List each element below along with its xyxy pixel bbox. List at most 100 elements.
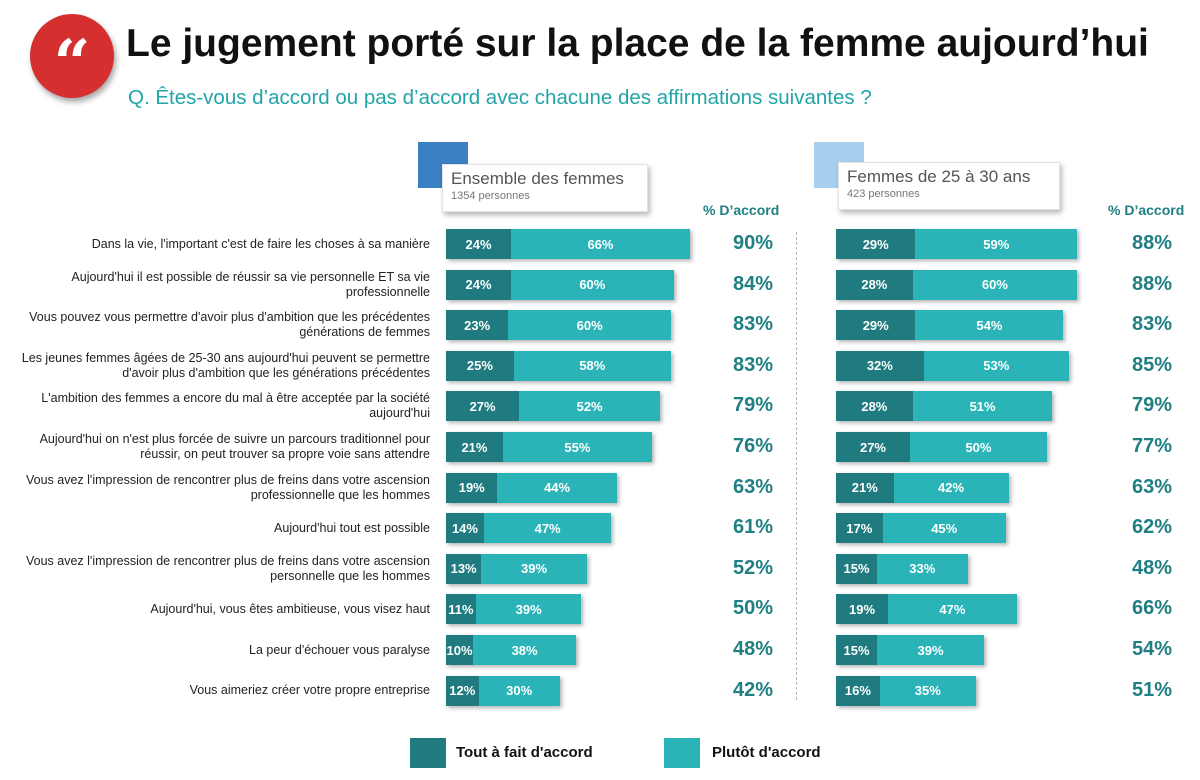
bar-segment-tout: 15%	[836, 553, 878, 584]
bar-segment-plutot: 39%	[475, 594, 582, 625]
row-label: Aujourd'hui, vous êtes ambitieuse, vous …	[150, 601, 430, 616]
legend-swatch-tout	[410, 738, 446, 768]
total-value-panel-2: 85%	[1131, 353, 1172, 376]
bar-panel-1: 23% 60%	[446, 310, 671, 341]
bar-panel-1: 25% 58%	[446, 350, 671, 381]
total-value-panel-2: 77%	[1131, 435, 1172, 457]
total-value-panel-1: 63%	[732, 475, 773, 498]
total-value-panel-2: 51%	[1131, 678, 1172, 701]
quote-badge: “	[30, 14, 114, 101]
bar-segment-plutot: 66%	[511, 229, 690, 259]
bar-segment-plutot: 44%	[497, 472, 617, 503]
bar-segment-plutot: 58%	[513, 350, 671, 381]
total-value-panel-1: 50%	[732, 597, 773, 620]
total-value-panel-1: 48%	[732, 638, 773, 660]
bar-segment-plutot: 60%	[508, 310, 671, 341]
total-value-panel-2: 63%	[1131, 475, 1172, 498]
bar-panel-2: 27% 50%	[836, 432, 1047, 462]
bar-segment-tout: 32%	[836, 350, 924, 381]
bar-segment-plutot: 47%	[483, 513, 612, 544]
bar-segment-tout: 23%	[446, 310, 509, 341]
bar-segment-tout: 17%	[836, 513, 883, 544]
bar-segment-tout: 21%	[446, 432, 503, 462]
legend-label-tout: Tout à fait d'accord	[456, 744, 593, 761]
bar-segment-plutot: 60%	[511, 269, 674, 300]
bar-panel-2: 15% 39%	[836, 635, 984, 665]
bar-panel-2: 29% 59%	[836, 229, 1078, 259]
panel-2-count: 423 personnes	[847, 188, 920, 200]
row-label: Les jeunes femmes âgées de 25-30 ans auj…	[21, 350, 430, 380]
bar-segment-tout: 11%	[446, 594, 476, 625]
bar-segment-plutot: 39%	[877, 635, 984, 665]
bar-segment-tout: 24%	[446, 269, 512, 300]
bar-segment-plutot: 59%	[915, 229, 1078, 259]
quote-glyph: “	[53, 26, 91, 101]
bar-panel-1: 11% 39%	[446, 594, 582, 625]
bar-panel-1: 12% 30%	[446, 675, 560, 706]
row-label: Vous aimeriez créer votre propre entrepr…	[189, 683, 430, 698]
row-label: Vous avez l'impression de rencontrer plu…	[26, 472, 430, 502]
row-label: La peur d'échouer vous paralyse	[249, 642, 430, 657]
panel-2-name: Femmes de 25 à 30 ans	[847, 167, 1031, 186]
bar-segment-tout: 27%	[836, 432, 910, 462]
bar-segment-plutot: 52%	[519, 391, 661, 422]
total-value-panel-1: 83%	[732, 313, 773, 336]
row-label: Vous avez l'impression de rencontrer plu…	[26, 553, 430, 583]
bar-segment-plutot: 35%	[879, 675, 976, 706]
bar-segment-plutot: 51%	[912, 391, 1053, 422]
bar-panel-2: 15% 33%	[836, 553, 968, 584]
bar-panel-2: 21% 42%	[836, 472, 1009, 503]
total-value-panel-1: 61%	[732, 516, 773, 539]
bar-segment-tout: 28%	[836, 391, 913, 422]
panel-1-name: Ensemble des femmes	[451, 169, 624, 188]
bar-segment-tout: 28%	[836, 269, 913, 300]
bar-panel-2: 28% 60%	[836, 269, 1078, 300]
bar-segment-plutot: 60%	[912, 269, 1078, 300]
total-value-panel-1: 83%	[732, 353, 773, 376]
bar-segment-plutot: 55%	[502, 432, 652, 462]
bar-panel-1: 19% 44%	[446, 472, 617, 503]
bar-segment-tout: 19%	[446, 472, 498, 503]
total-value-panel-2: 62%	[1131, 516, 1172, 539]
panel-1-header: Ensemble des femmes 1354 personnes	[442, 164, 648, 212]
bar-segment-plutot: 39%	[481, 553, 587, 584]
bar-panel-1: 13% 39%	[446, 553, 587, 584]
total-value-panel-2: 66%	[1131, 597, 1172, 620]
bar-panel-2: 19% 47%	[836, 594, 1017, 625]
row-label: L'ambition des femmes a encore du mal à …	[41, 391, 430, 421]
bar-segment-plutot: 54%	[915, 310, 1064, 341]
total-value-panel-1: 42%	[732, 678, 773, 701]
total-value-panel-2: 88%	[1131, 232, 1172, 254]
bar-segment-tout: 24%	[446, 229, 512, 259]
bar-panel-1: 21% 55%	[446, 432, 652, 462]
page-title: Le jugement porté sur la place de la fem…	[126, 22, 1149, 65]
bar-panel-2: 29% 54%	[836, 310, 1064, 341]
total-value-panel-2: 48%	[1131, 556, 1172, 579]
bar-segment-tout: 15%	[836, 635, 878, 665]
bar-segment-tout: 29%	[836, 310, 916, 341]
bar-segment-plutot: 45%	[882, 513, 1006, 544]
total-value-panel-1: 52%	[732, 556, 773, 579]
bar-segment-plutot: 50%	[909, 432, 1047, 462]
total-value-panel-1: 90%	[732, 232, 773, 254]
panel-1-count: 1354 personnes	[451, 190, 530, 202]
row-label: Aujourd'hui il est possible de réussir s…	[71, 269, 430, 299]
bar-segment-tout: 21%	[836, 472, 894, 503]
total-value-panel-2: 88%	[1131, 272, 1172, 295]
total-header-1: % D’accord	[703, 202, 780, 218]
bar-panel-2: 16% 35%	[836, 675, 976, 706]
bar-segment-tout: 27%	[446, 391, 520, 422]
total-value-panel-1: 76%	[732, 435, 773, 457]
bar-segment-tout: 12%	[446, 675, 479, 706]
total-header-2: % D’accord	[1108, 202, 1185, 218]
bar-panel-1: 24% 60%	[446, 269, 674, 300]
bar-panel-1: 27% 52%	[446, 391, 661, 422]
row-label: Aujourd'hui on n'est plus forcée de suiv…	[39, 432, 430, 461]
bar-panel-2: 32% 53%	[836, 350, 1069, 381]
bar-segment-tout: 10%	[446, 635, 474, 665]
bar-segment-tout: 19%	[836, 594, 889, 625]
bar-segment-plutot: 53%	[923, 350, 1069, 381]
bar-segment-tout: 29%	[836, 229, 916, 259]
row-label: Vous pouvez vous permettre d'avoir plus …	[29, 310, 430, 340]
bar-segment-tout: 13%	[446, 553, 482, 584]
